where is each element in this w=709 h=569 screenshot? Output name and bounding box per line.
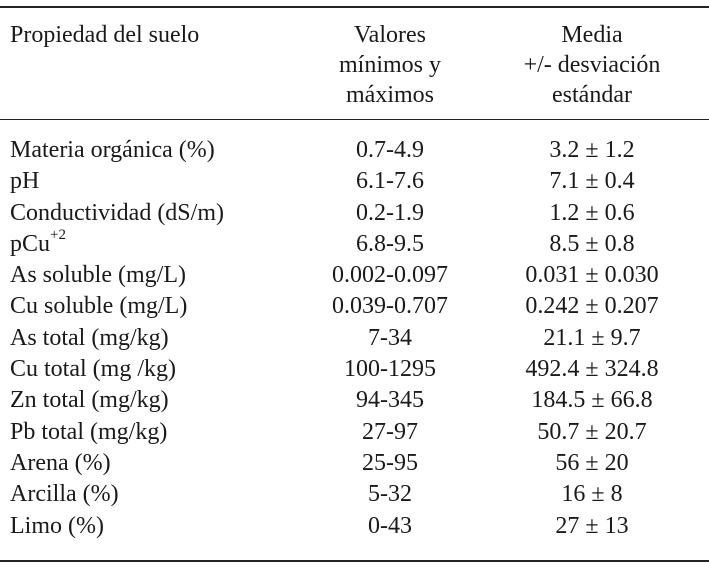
cell-mean: 8.5 ± 0.8 [549, 230, 635, 257]
cell-mean: 1.2 ± 0.6 [549, 199, 635, 226]
table-body: Materia orgánica (%) 0.7-4.9 3.2 ± 1.2 p… [0, 135, 709, 542]
cell-range: 0.002-0.097 [332, 262, 448, 289]
cell-mean: 56 ± 20 [555, 449, 629, 476]
cell-mean: 21.1 ± 9.7 [543, 324, 641, 351]
cell-property: As soluble (mg/L) [10, 262, 186, 289]
cell-property: Cu total (mg /kg) [10, 356, 176, 383]
cell-property: As total (mg/kg) [10, 324, 169, 351]
cell-property: Cu soluble (mg/L) [10, 293, 188, 320]
cell-property-text: pCu [10, 230, 51, 257]
cell-range: 6.1-7.6 [356, 168, 424, 195]
cell-mean: 492.4 ± 324.8 [525, 356, 659, 383]
cell-property: Materia orgánica (%) [10, 137, 215, 163]
cell-range: 27-97 [362, 418, 418, 445]
cell-property: pCu+2 [10, 226, 66, 260]
cell-property: Limo (%) [10, 512, 104, 539]
cell-range: 6.8-9.5 [356, 230, 424, 257]
cell-mean: 3.2 ± 1.2 [549, 137, 635, 163]
header-range-line: mínimos y [338, 52, 441, 78]
table-row: pH 6.1-7.6 7.1 ± 0.4 [0, 166, 709, 197]
table-row: As total (mg/kg) 7-34 21.1 ± 9.7 [0, 323, 709, 354]
cell-mean: 0.031 ± 0.030 [525, 262, 659, 289]
cell-range: 0.2-1.9 [356, 199, 424, 226]
header-mean-line: Media [561, 22, 623, 48]
cell-property: Pb total (mg/kg) [10, 418, 168, 445]
cell-mean: 50.7 ± 20.7 [537, 418, 647, 445]
bottom-rule [0, 560, 709, 562]
cell-property: Arcilla (%) [10, 481, 119, 508]
table-row: Pb total (mg/kg) 27-97 50.7 ± 20.7 [0, 417, 709, 448]
cell-property: pH [10, 168, 40, 195]
header-rule [0, 119, 709, 120]
header-mean: Media +/- desviación estándar [488, 20, 696, 110]
header-property-label: Propiedad del suelo [10, 22, 200, 48]
header-range-line: máximos [346, 82, 434, 108]
cell-mean: 16 ± 8 [561, 481, 623, 508]
cell-range: 7-34 [368, 324, 412, 351]
cell-mean: 7.1 ± 0.4 [549, 168, 635, 195]
table-row: Arcilla (%) 5-32 16 ± 8 [0, 479, 709, 510]
header-property: Propiedad del suelo [10, 20, 199, 50]
top-rule [0, 6, 709, 8]
cell-range: 5-32 [368, 481, 412, 508]
cell-mean: 0.242 ± 0.207 [525, 293, 659, 320]
table-row: Zn total (mg/kg) 94-345 184.5 ± 66.8 [0, 385, 709, 416]
header-range-line: Valores [354, 22, 426, 48]
cell-property: Arena (%) [10, 449, 111, 476]
table-row: Materia orgánica (%) 0.7-4.9 3.2 ± 1.2 [0, 135, 709, 166]
header-range: Valores mínimos y máximos [290, 20, 490, 110]
table-row: As soluble (mg/L) 0.002-0.097 0.031 ± 0.… [0, 260, 709, 291]
cell-mean: 184.5 ± 66.8 [531, 387, 653, 414]
cell-range: 0-43 [368, 512, 412, 539]
cell-range: 100-1295 [344, 356, 436, 383]
cell-property-superscript: +2 [50, 226, 66, 243]
table-row: pCu+2 6.8-9.5 8.5 ± 0.8 [0, 226, 709, 260]
header-mean-line: +/- desviación [523, 52, 661, 78]
cell-range: 94-345 [356, 387, 424, 414]
cell-property: Conductividad (dS/m) [10, 199, 224, 226]
cell-range: 0.039-0.707 [332, 293, 448, 320]
table-row: Conductividad (dS/m) 0.2-1.9 1.2 ± 0.6 [0, 198, 709, 229]
cell-property: Zn total (mg/kg) [10, 387, 169, 414]
cell-range: 0.7-4.9 [356, 137, 424, 163]
table-row: Limo (%) 0-43 27 ± 13 [0, 511, 709, 542]
table-row: Arena (%) 25-95 56 ± 20 [0, 448, 709, 479]
cell-mean: 27 ± 13 [555, 512, 629, 539]
cell-range: 25-95 [362, 449, 418, 476]
table-row: Cu soluble (mg/L) 0.039-0.707 0.242 ± 0.… [0, 291, 709, 322]
table-row: Cu total (mg /kg) 100-1295 492.4 ± 324.8 [0, 354, 709, 385]
header-mean-line: estándar [552, 82, 632, 108]
